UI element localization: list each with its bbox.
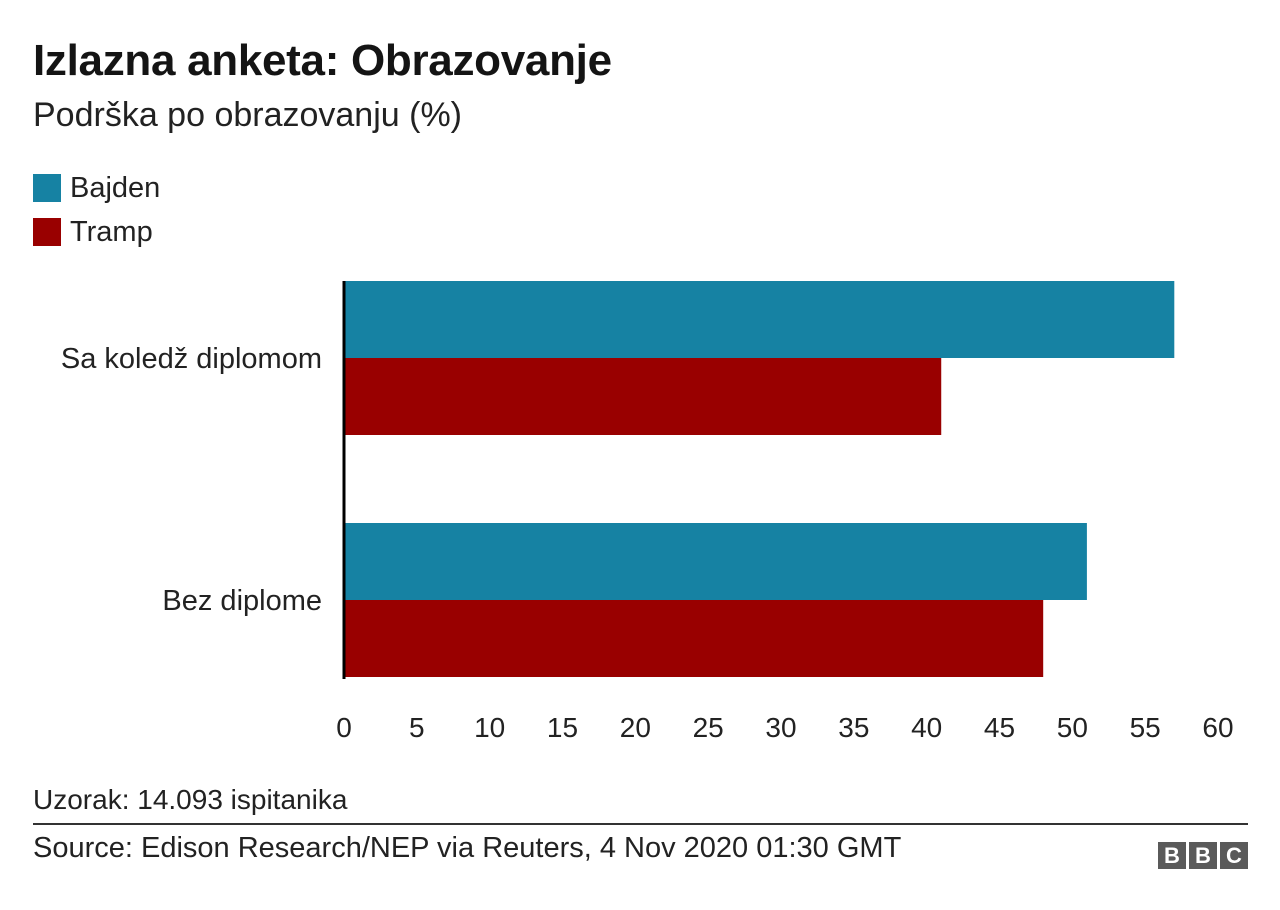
x-tick-label: 35 — [838, 712, 869, 743]
legend-item-tramp: Tramp — [33, 210, 160, 254]
x-tick-label: 0 — [336, 712, 352, 743]
chart-subtitle: Podrška po obrazovanju (%) — [33, 96, 463, 134]
category-label: Sa koledž diplomom — [61, 343, 322, 375]
x-tick-label: 25 — [693, 712, 724, 743]
legend-swatch-bajden — [33, 174, 61, 202]
x-tick-label: 5 — [409, 712, 425, 743]
x-tick-label: 55 — [1130, 712, 1161, 743]
bbc-logo-letter: B — [1158, 842, 1186, 869]
x-tick-label: 30 — [765, 712, 796, 743]
x-tick-label: 15 — [547, 712, 578, 743]
sample-note: Uzorak: 14.093 ispitanika — [33, 784, 348, 815]
source-text: Source: Edison Research/NEP via Reuters,… — [33, 832, 902, 864]
bar-bajden-2 — [344, 523, 1087, 600]
bbc-logo: B B C — [1158, 842, 1248, 869]
legend-swatch-tramp — [33, 218, 61, 246]
x-tick-label: 60 — [1202, 712, 1233, 743]
bar-tramp-1 — [344, 358, 942, 435]
legend: Bajden Tramp — [33, 166, 160, 254]
footer-divider — [33, 823, 1248, 825]
bar-tramp-2 — [344, 600, 1044, 677]
x-tick-label: 45 — [984, 712, 1015, 743]
bbc-logo-letter: C — [1220, 842, 1248, 869]
x-tick-label: 40 — [911, 712, 942, 743]
category-label: Bez diplome — [162, 585, 322, 617]
x-tick-label: 20 — [620, 712, 651, 743]
x-tick-label: 50 — [1057, 712, 1088, 743]
legend-label-bajden: Bajden — [70, 171, 161, 204]
chart-title: Izlazna anketa: Obrazovanje — [33, 36, 612, 85]
legend-item-bajden: Bajden — [33, 166, 160, 210]
x-tick-label: 10 — [474, 712, 505, 743]
legend-label-tramp: Tramp — [70, 215, 153, 248]
bar-bajden-1 — [344, 281, 1175, 358]
bbc-logo-letter: B — [1189, 842, 1217, 869]
